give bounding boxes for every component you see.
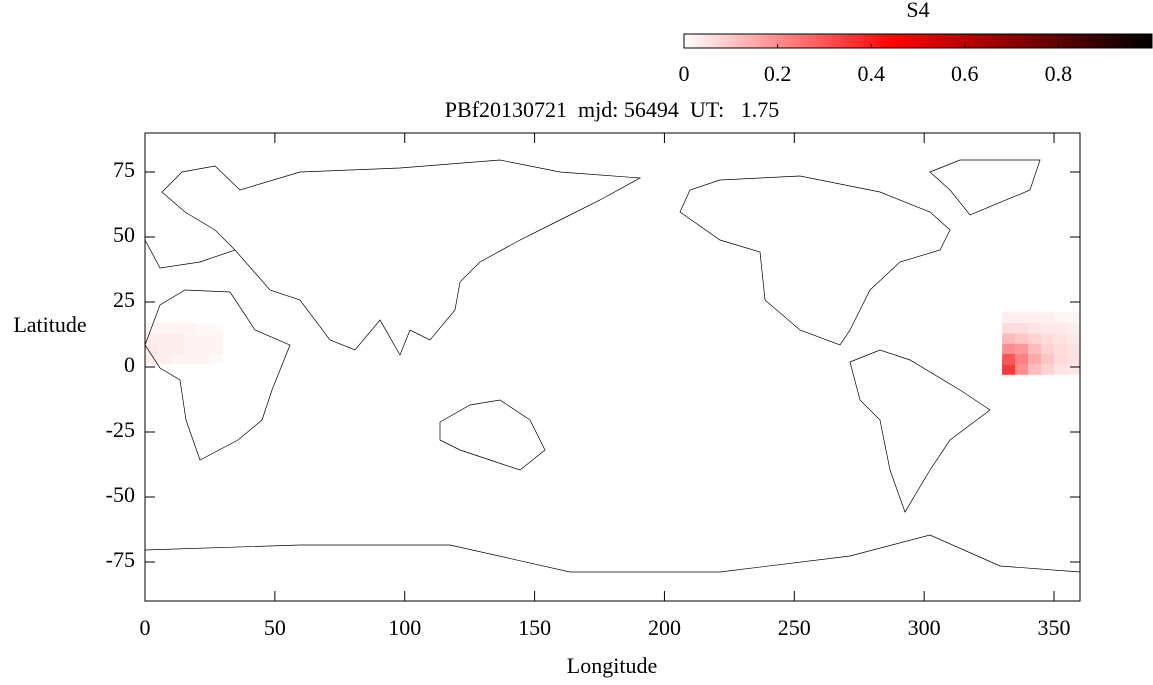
coastline bbox=[679, 175, 951, 346]
heat-cell bbox=[196, 322, 210, 334]
heat-cell bbox=[1002, 343, 1016, 354]
heatmap bbox=[145, 312, 1080, 375]
x-axis-label: Longitude bbox=[567, 653, 657, 678]
heat-cell bbox=[1054, 333, 1068, 344]
x-tick-label: 200 bbox=[648, 615, 681, 640]
heat-cell bbox=[1028, 343, 1042, 354]
coastlines bbox=[144, 159, 1081, 573]
heat-cell bbox=[1015, 364, 1029, 375]
coastline bbox=[439, 399, 546, 471]
colorbar-tick-label: 0.4 bbox=[857, 61, 885, 86]
heat-cell bbox=[1002, 312, 1016, 323]
heat-cell bbox=[1054, 354, 1068, 365]
heat-cell bbox=[196, 343, 210, 354]
heat-cell bbox=[1015, 312, 1029, 323]
heat-cell bbox=[1002, 333, 1016, 344]
heat-cell bbox=[183, 333, 197, 344]
heat-cell bbox=[170, 333, 184, 344]
heat-cell bbox=[1015, 354, 1029, 365]
heat-cell bbox=[1054, 322, 1068, 334]
heat-cell bbox=[1041, 364, 1055, 375]
x-tick-label: 0 bbox=[140, 615, 151, 640]
heat-cell bbox=[1067, 354, 1080, 365]
heat-cell bbox=[1028, 312, 1042, 323]
x-tick-label: 250 bbox=[778, 615, 811, 640]
heat-cell bbox=[196, 333, 210, 344]
heat-cell bbox=[1067, 333, 1080, 344]
heat-cell bbox=[1054, 312, 1068, 323]
colorbar-tick-label: 0 bbox=[679, 61, 690, 86]
heat-cell bbox=[1015, 322, 1029, 334]
heat-cell bbox=[170, 343, 184, 354]
heat-cell bbox=[196, 354, 210, 365]
y-tick-label: -75 bbox=[106, 547, 135, 572]
colorbar-tick-label: 0.8 bbox=[1045, 61, 1073, 86]
heat-cell bbox=[1028, 333, 1042, 344]
heat-cell bbox=[157, 322, 171, 334]
heat-cell bbox=[1041, 333, 1055, 344]
colorbar-label: S4 bbox=[906, 0, 929, 22]
y-tick-label: -25 bbox=[106, 417, 135, 442]
colorbar-tick-label: 0.6 bbox=[951, 61, 979, 86]
heat-cell bbox=[1015, 343, 1029, 354]
coastline bbox=[144, 289, 291, 461]
heat-cell bbox=[145, 354, 158, 365]
heat-cell bbox=[1067, 322, 1080, 334]
coastline bbox=[144, 159, 642, 356]
heat-cell bbox=[209, 354, 223, 365]
coastline bbox=[849, 349, 991, 513]
x-tick-label: 300 bbox=[908, 615, 941, 640]
colorbar bbox=[683, 33, 1153, 49]
heat-cell bbox=[1028, 364, 1042, 375]
y-tick-label: 0 bbox=[124, 352, 135, 377]
heat-cell bbox=[1041, 343, 1055, 354]
heat-cell bbox=[1041, 322, 1055, 334]
heat-cell bbox=[1067, 312, 1080, 323]
colorbar-tick-label: 0.2 bbox=[764, 61, 792, 86]
x-tick-label: 50 bbox=[264, 615, 286, 640]
heat-cell bbox=[170, 322, 184, 334]
heat-cell bbox=[1054, 343, 1068, 354]
y-tick-label: -50 bbox=[106, 482, 135, 507]
heat-cell bbox=[183, 354, 197, 365]
heat-cell bbox=[1002, 364, 1016, 375]
heat-cell bbox=[209, 333, 223, 344]
x-tick-label: 150 bbox=[518, 615, 551, 640]
heat-cell bbox=[1067, 343, 1080, 354]
heat-cell bbox=[1054, 364, 1068, 375]
y-tick-label: 75 bbox=[113, 157, 135, 182]
coastline bbox=[929, 159, 1041, 216]
heat-cell bbox=[170, 354, 184, 365]
heat-cell bbox=[157, 354, 171, 365]
heat-cell bbox=[183, 343, 197, 354]
plot-frame bbox=[144, 132, 1081, 602]
heat-cell bbox=[183, 322, 197, 334]
axes: 0 50 100 150 200 250 300 350 -75 -50 -25 0 25 50 75 bbox=[106, 133, 1080, 640]
heat-cell bbox=[1028, 354, 1042, 365]
heat-cell bbox=[145, 333, 158, 344]
y-tick-label: 25 bbox=[113, 287, 135, 312]
x-tick-label: 350 bbox=[1038, 615, 1071, 640]
heat-cell bbox=[145, 343, 158, 354]
heat-cell bbox=[1015, 333, 1029, 344]
heat-cell bbox=[1002, 322, 1016, 334]
coastline bbox=[144, 534, 1081, 573]
heat-cell bbox=[209, 322, 223, 334]
heat-cell bbox=[157, 333, 171, 344]
heat-cell bbox=[1028, 322, 1042, 334]
y-tick-label: 50 bbox=[113, 222, 135, 247]
x-tick-label: 100 bbox=[388, 615, 421, 640]
heat-cell bbox=[157, 343, 171, 354]
heat-cell bbox=[209, 343, 223, 354]
heat-cell bbox=[1041, 312, 1055, 323]
heat-cell bbox=[1067, 364, 1080, 375]
chart-title: PBf20130721 mjd: 56494 UT: 1.75 bbox=[445, 97, 779, 122]
heat-cell bbox=[1002, 354, 1016, 365]
y-axis-label: Latitude bbox=[13, 312, 86, 337]
heat-cell bbox=[1041, 354, 1055, 365]
